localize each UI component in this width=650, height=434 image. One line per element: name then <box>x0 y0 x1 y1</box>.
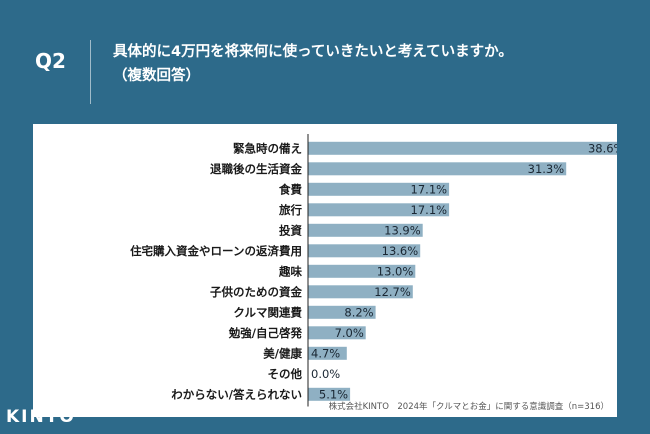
value-label: 13.9% <box>384 223 421 237</box>
value-label: 0.0% <box>311 367 340 381</box>
bar-1 <box>308 141 617 155</box>
value-label: 5.1% <box>319 387 348 401</box>
category-label: 退職後の生活資金 <box>210 162 302 176</box>
question-line-1: 具体的に4万円を将来何に使っていきたいと考えていますか。 <box>113 44 513 60</box>
header-divider <box>90 40 91 104</box>
bar-4 <box>308 203 450 217</box>
kinto-logo: KINTO <box>6 407 76 427</box>
value-label: 7.0% <box>335 326 364 340</box>
category-label: わからない/答えられない <box>171 387 302 401</box>
question-line-2: （複数回答） <box>113 68 200 84</box>
category-label: 美/健康 <box>263 346 302 360</box>
bar-10 <box>308 326 366 340</box>
header: Q2 具体的に4万円を将来何に使っていきたいと考えていますか。 （複数回答） <box>0 0 650 122</box>
value-label: 4.7% <box>311 346 340 360</box>
category-label: クルマ関連費 <box>233 305 302 319</box>
category-label: 子供のための資金 <box>210 285 302 299</box>
chart-panel: 緊急時の備え 38.6% 退職後の生活資金 31.3% 食費 17.1% 旅行 17.1% 投資… <box>33 124 617 417</box>
bar-13 <box>308 387 351 401</box>
category-label: 住宅購入資金やローンの返済費用 <box>130 244 302 258</box>
value-label: 17.1% <box>411 203 448 217</box>
bar-chart: 緊急時の備え 38.6% 退職後の生活資金 31.3% 食費 17.1% 旅行 17.1% 投資… <box>130 134 617 407</box>
bar-6 <box>308 244 421 258</box>
value-label: 31.3% <box>528 162 565 176</box>
bar-8 <box>308 285 413 299</box>
bar-11 <box>308 346 347 360</box>
question-text: 具体的に4万円を将来何に使っていきたいと考えていますか。 （複数回答） <box>113 40 623 88</box>
value-label: 17.1% <box>411 182 448 196</box>
value-label: 12.7% <box>374 285 411 299</box>
bar-3 <box>308 182 450 196</box>
bar-9 <box>308 305 376 319</box>
category-label: 食費 <box>279 182 302 196</box>
category-label: 旅行 <box>279 203 302 217</box>
value-label: 8.2% <box>344 305 373 319</box>
category-label: 趣味 <box>278 264 302 278</box>
value-label: 13.6% <box>382 244 419 258</box>
category-label: その他 <box>268 367 303 381</box>
footnote: 株式会社KINTO 2024年「クルマとお金」に関する意識調査（n=316） <box>328 402 609 412</box>
bar-2 <box>308 162 567 176</box>
category-label: 勉強/自己啓発 <box>228 326 303 340</box>
category-label: 投資 <box>279 223 302 237</box>
value-label: 38.6% <box>588 141 617 155</box>
question-number: Q2 <box>35 49 66 73</box>
value-label: 13.0% <box>377 264 414 278</box>
bar-5 <box>308 223 423 237</box>
bar-7 <box>308 264 416 278</box>
category-label: 緊急時の備え <box>233 141 302 155</box>
